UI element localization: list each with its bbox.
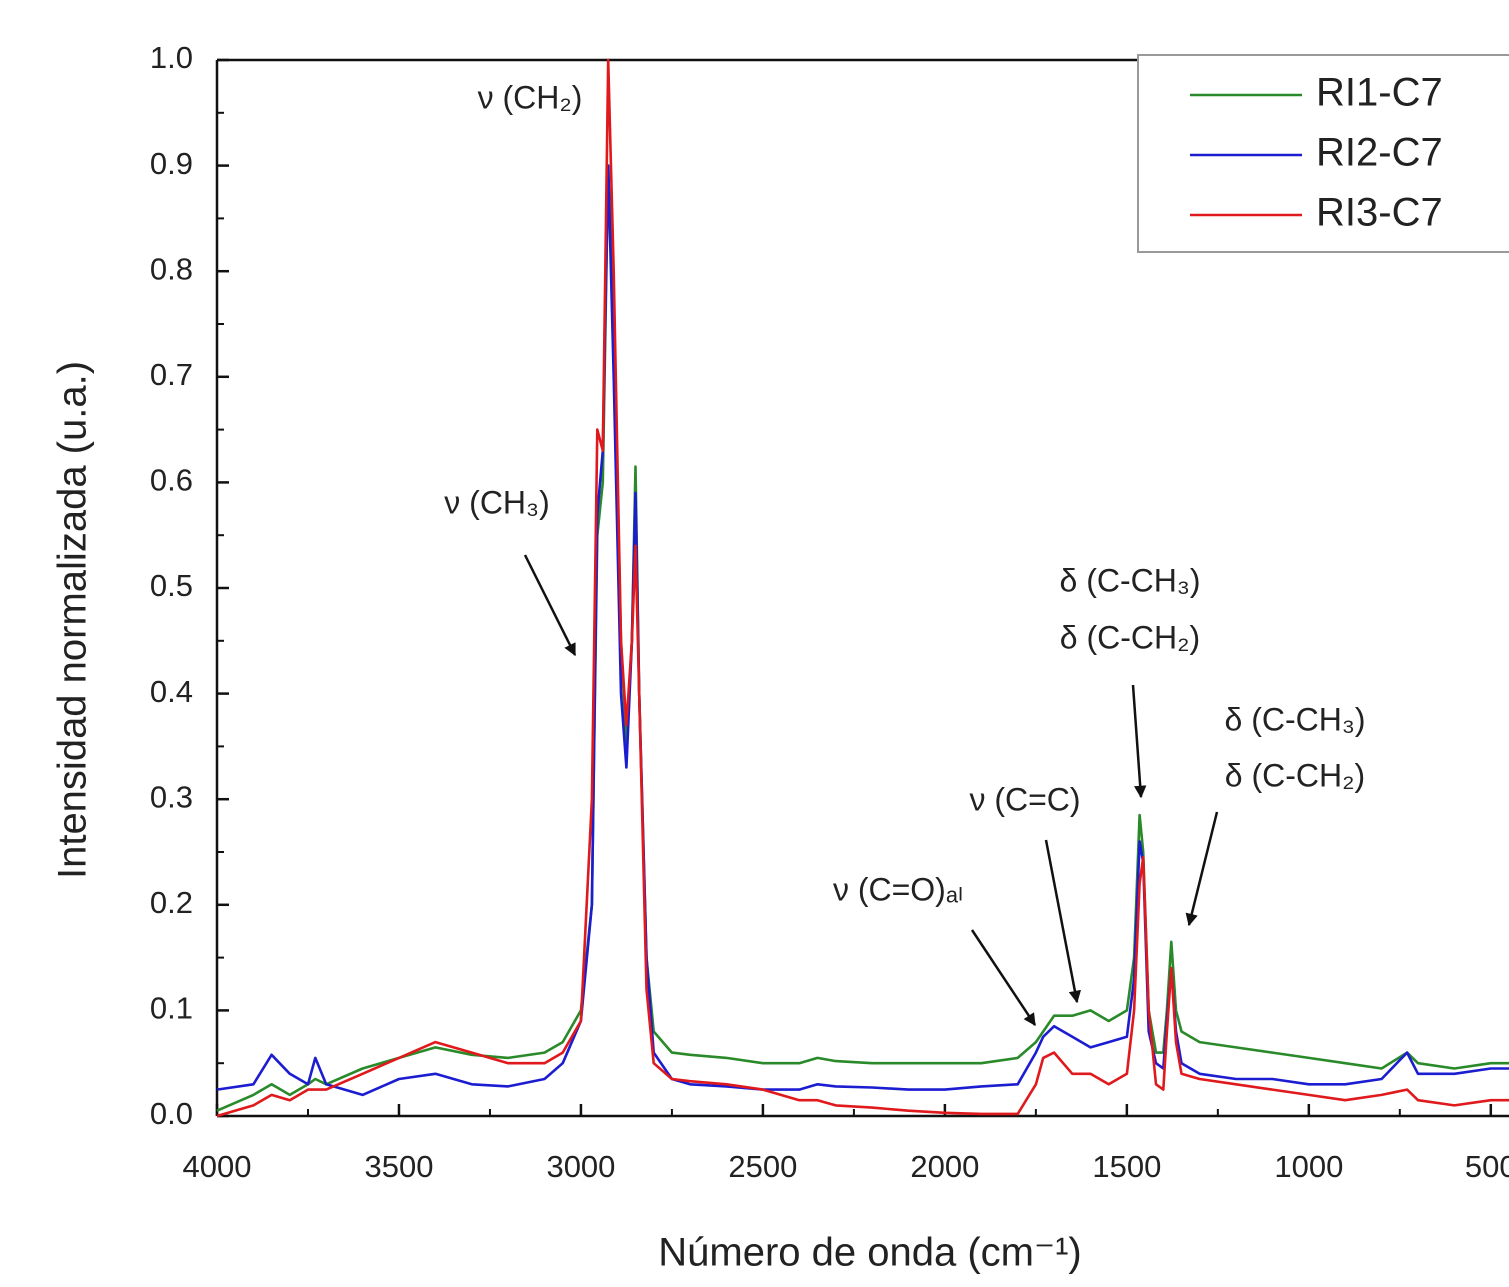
x-tick-label: 1500	[1092, 1149, 1161, 1184]
x-tick-label: 3500	[364, 1149, 433, 1184]
annotation: ν (C=O)ₐₗ	[833, 871, 963, 907]
y-tick-label: 0.6	[150, 463, 193, 498]
arrow	[1044, 839, 1082, 1004]
arrow	[523, 554, 577, 657]
x-axis-title: Número de onda (cm⁻¹)	[658, 1231, 1081, 1275]
y-tick-label: 0.5	[150, 568, 193, 603]
plot-area	[215, 58, 1509, 1118]
annotation: δ (C-CH₂)	[1060, 619, 1200, 655]
annotation-arrows	[523, 554, 1219, 1027]
x-tick-label: 3000	[546, 1149, 615, 1184]
series-line	[216, 164, 1509, 1112]
annotation: ν (C=C)	[969, 781, 1080, 817]
y-axis-title: Intensidad normalizada (u.a.)	[51, 361, 95, 879]
legend-label: RI2-C7	[1316, 131, 1443, 175]
arrow	[1131, 684, 1147, 799]
series-line	[216, 58, 1509, 1118]
y-tick-label: 0.7	[150, 357, 193, 392]
annotation: δ (C-CH₃)	[1059, 562, 1200, 598]
y-tick-label: 0.9	[150, 146, 193, 181]
legend-box	[1137, 54, 1509, 253]
y-tick-label: 0.8	[150, 251, 193, 286]
x-tick-label: 2500	[728, 1149, 797, 1184]
y-tick-label: 0.0	[150, 1096, 193, 1131]
series-line	[216, 164, 1509, 1097]
x-tick-label: 500	[1465, 1149, 1509, 1184]
arrow	[970, 929, 1037, 1027]
annotation: δ (C-CH₂)	[1225, 757, 1365, 793]
y-tick-label: 0.4	[150, 674, 193, 709]
annotation: ν (CH₃)	[444, 484, 549, 520]
annotation: ν (CH₂)	[478, 79, 583, 115]
x-tick-label: 2000	[910, 1149, 979, 1184]
legend-label: RI3-C7	[1316, 191, 1443, 235]
y-tick-label: 1.0	[150, 40, 193, 75]
x-tick-label: 1000	[1274, 1149, 1343, 1184]
annotation: δ (C-CH₃)	[1224, 701, 1365, 737]
x-tick-label: 4000	[183, 1149, 252, 1184]
legend: RI1-C7 RI2-C7 RI3-C7	[1137, 54, 1509, 253]
arrow	[1185, 811, 1219, 927]
y-tick-label: 0.3	[150, 779, 193, 814]
legend-label: RI1-C7	[1316, 71, 1443, 115]
y-tick-label: 0.2	[150, 885, 193, 920]
y-tick-label: 0.1	[150, 991, 193, 1026]
